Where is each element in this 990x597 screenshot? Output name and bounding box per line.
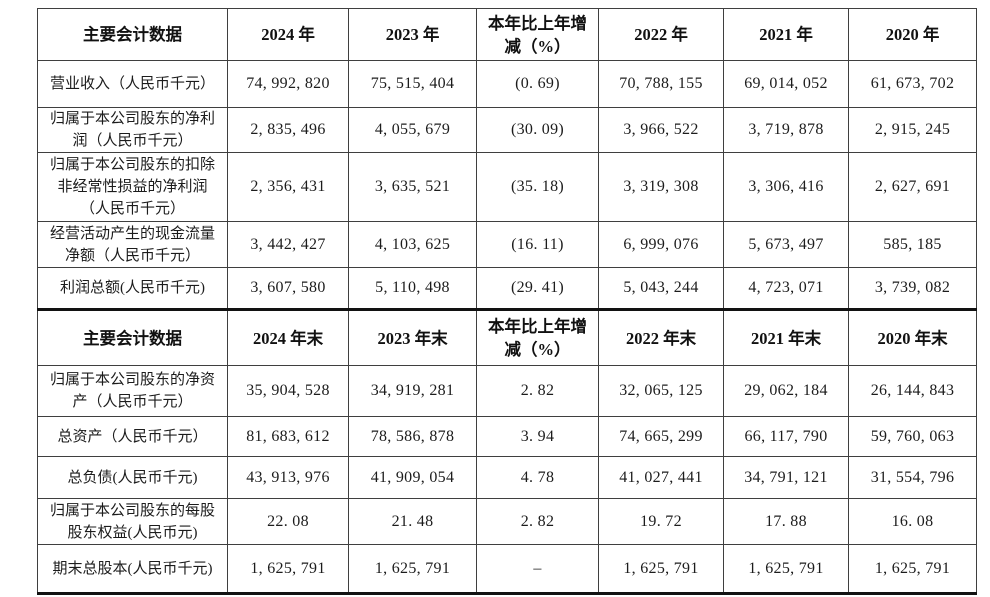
row-label-total-liabilities: 总负债(人民币千元) [37,456,228,499]
value-cell: 4. 78 [476,456,599,499]
value-cell: 17. 88 [723,498,849,545]
value-cell: 16. 08 [848,498,977,545]
value-cell: 78, 586, 878 [348,416,477,457]
row-label-total-profit: 利润总额(人民币千元) [37,267,228,310]
row-label-deducted-net-profit: 归属于本公司股东的扣除 非经常性损益的净利润 （人民币千元） [37,152,228,222]
value-cell: 31, 554, 796 [848,456,977,499]
value-cell: 43, 913, 976 [227,456,349,499]
table-row: 归属于本公司股东的每股 股东权益(人民币元) 22. 08 21. 48 2. … [37,498,977,545]
value-cell: 61, 673, 702 [848,60,977,108]
value-cell: 5, 673, 497 [723,221,849,268]
value-cell: 1, 625, 791 [227,544,349,595]
value-cell: 4, 723, 071 [723,267,849,310]
income-header-metric: 主要会计数据 [37,8,228,61]
table-row: 总负债(人民币千元) 43, 913, 976 41, 909, 054 4. … [37,456,977,499]
balance-header-change: 本年比上年增 减（%） [476,308,599,366]
row-label-total-share-capital: 期末总股本(人民币千元) [37,544,228,595]
table-row: 归属于本公司股东的扣除 非经常性损益的净利润 （人民币千元） 2, 356, 4… [37,152,977,222]
value-cell: 21. 48 [348,498,477,545]
value-cell: (29. 41) [476,267,599,310]
value-cell: 2, 627, 691 [848,152,977,222]
value-cell: 34, 919, 281 [348,365,477,417]
value-cell: 3, 966, 522 [598,107,724,153]
value-cell: 19. 72 [598,498,724,545]
value-cell: 29, 062, 184 [723,365,849,417]
value-cell: 3, 719, 878 [723,107,849,153]
row-label-total-assets: 总资产（人民币千元） [37,416,228,457]
value-cell: 2, 356, 431 [227,152,349,222]
value-cell: 41, 909, 054 [348,456,477,499]
row-label-net-profit: 归属于本公司股东的净利 润（人民币千元） [37,107,228,153]
value-cell: 2. 82 [476,365,599,417]
balance-header-2024: 2024 年末 [227,308,349,366]
table-row: 归属于本公司股东的净利 润（人民币千元） 2, 835, 496 4, 055,… [37,107,977,153]
value-cell: 34, 791, 121 [723,456,849,499]
value-cell: 66, 117, 790 [723,416,849,457]
value-cell: – [476,544,599,595]
income-header-2023: 2023 年 [348,8,477,61]
value-cell: 1, 625, 791 [848,544,977,595]
value-cell: 69, 014, 052 [723,60,849,108]
income-header-row: 主要会计数据 2024 年 2023 年 本年比上年增 减（%） 2022 年 … [37,8,977,61]
row-label-revenue: 营业收入（人民币千元） [37,60,228,108]
balance-header-2022: 2022 年末 [598,308,724,366]
value-cell: 5, 110, 498 [348,267,477,310]
value-cell: (35. 18) [476,152,599,222]
value-cell: 26, 144, 843 [848,365,977,417]
value-cell: 81, 683, 612 [227,416,349,457]
value-cell: 32, 065, 125 [598,365,724,417]
value-cell: 585, 185 [848,221,977,268]
income-header-2021: 2021 年 [723,8,849,61]
value-cell: 4, 055, 679 [348,107,477,153]
value-cell: (30. 09) [476,107,599,153]
value-cell: 2, 835, 496 [227,107,349,153]
balance-header-2023: 2023 年末 [348,308,477,366]
value-cell: 5, 043, 244 [598,267,724,310]
value-cell: 74, 992, 820 [227,60,349,108]
balance-header-2020: 2020 年末 [848,308,977,366]
balance-header-metric: 主要会计数据 [37,308,228,366]
value-cell: 2, 915, 245 [848,107,977,153]
table-row: 利润总额(人民币千元) 3, 607, 580 5, 110, 498 (29.… [37,267,977,310]
value-cell: 22. 08 [227,498,349,545]
value-cell: 3, 635, 521 [348,152,477,222]
value-cell: 3. 94 [476,416,599,457]
value-cell: 3, 306, 416 [723,152,849,222]
value-cell: 70, 788, 155 [598,60,724,108]
value-cell: 75, 515, 404 [348,60,477,108]
value-cell: 2. 82 [476,498,599,545]
value-cell: 3, 739, 082 [848,267,977,310]
row-label-equity-per-share: 归属于本公司股东的每股 股东权益(人民币元) [37,498,228,545]
value-cell: 6, 999, 076 [598,221,724,268]
financial-summary-table: 主要会计数据 2024 年 2023 年 本年比上年增 减（%） 2022 年 … [37,8,977,595]
value-cell: 3, 319, 308 [598,152,724,222]
income-header-change: 本年比上年增 减（%） [476,8,599,61]
value-cell: 3, 607, 580 [227,267,349,310]
value-cell: 59, 760, 063 [848,416,977,457]
income-header-2022: 2022 年 [598,8,724,61]
value-cell: 4, 103, 625 [348,221,477,268]
value-cell: (16. 11) [476,221,599,268]
value-cell: 1, 625, 791 [598,544,724,595]
table-row: 归属于本公司股东的净资 产（人民币千元） 35, 904, 528 34, 91… [37,365,977,417]
value-cell: (0. 69) [476,60,599,108]
table-row: 经营活动产生的现金流量 净额（人民币千元） 3, 442, 427 4, 103… [37,221,977,268]
table-row: 总资产（人民币千元） 81, 683, 612 78, 586, 878 3. … [37,416,977,457]
income-header-2020: 2020 年 [848,8,977,61]
balance-header-row: 主要会计数据 2024 年末 2023 年末 本年比上年增 减（%） 2022 … [37,308,977,366]
income-header-2024: 2024 年 [227,8,349,61]
value-cell: 3, 442, 427 [227,221,349,268]
row-label-operating-cash-flow: 经营活动产生的现金流量 净额（人民币千元） [37,221,228,268]
value-cell: 35, 904, 528 [227,365,349,417]
balance-header-2021: 2021 年末 [723,308,849,366]
table-row: 期末总股本(人民币千元) 1, 625, 791 1, 625, 791 – 1… [37,544,977,595]
row-label-net-assets: 归属于本公司股东的净资 产（人民币千元） [37,365,228,417]
value-cell: 1, 625, 791 [723,544,849,595]
value-cell: 74, 665, 299 [598,416,724,457]
value-cell: 41, 027, 441 [598,456,724,499]
table-row: 营业收入（人民币千元） 74, 992, 820 75, 515, 404 (0… [37,60,977,108]
value-cell: 1, 625, 791 [348,544,477,595]
